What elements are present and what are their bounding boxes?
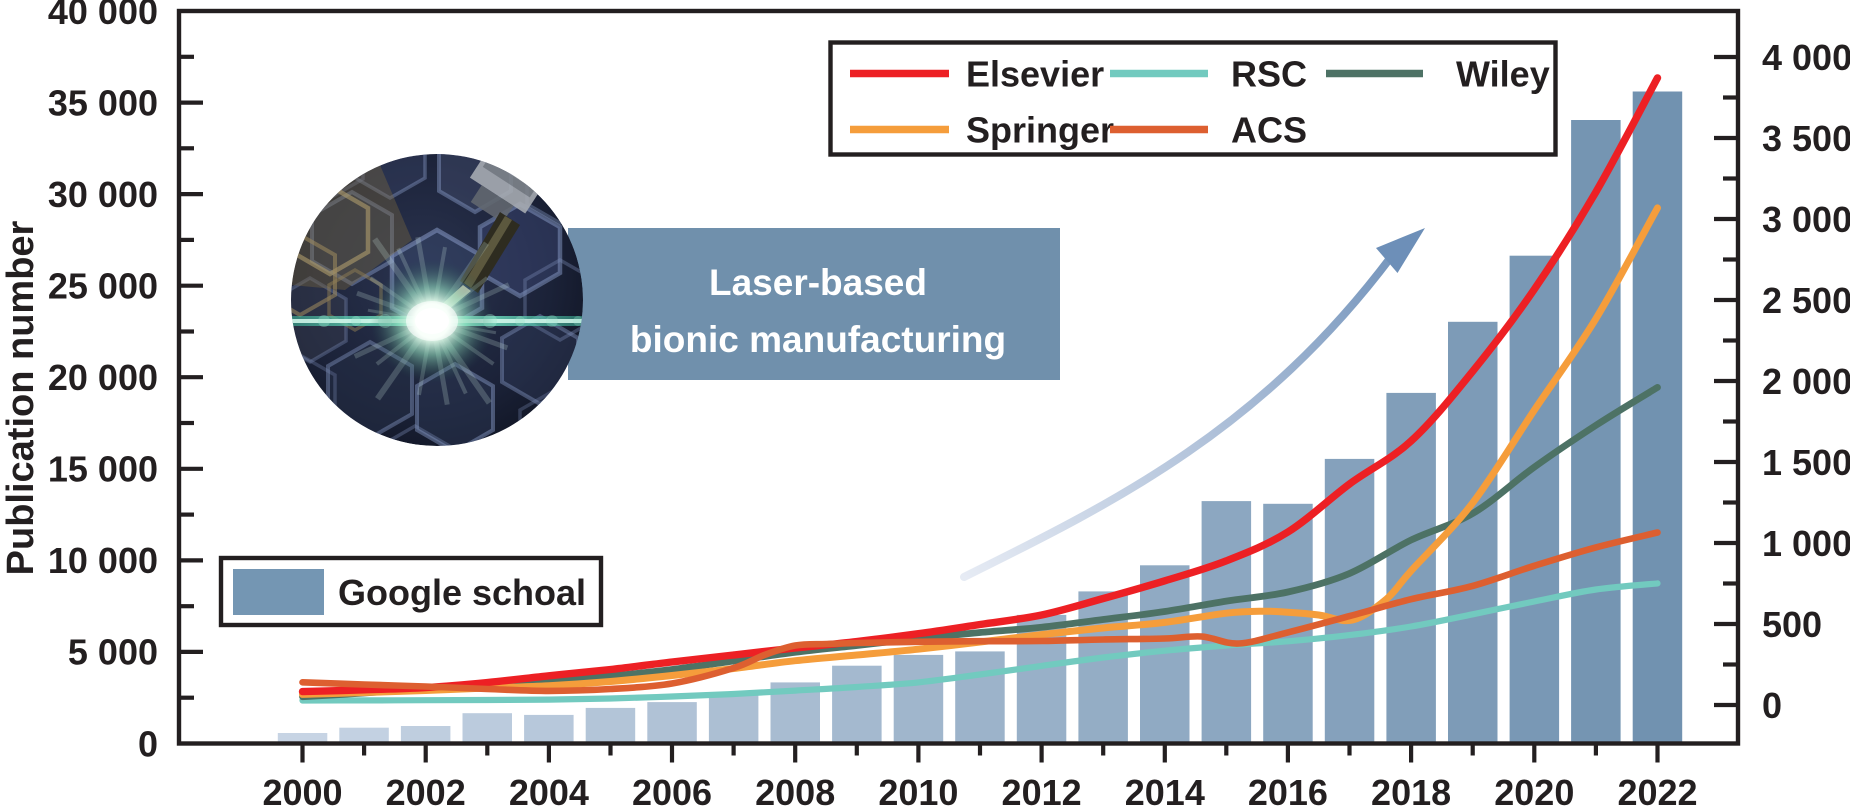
svg-text:25 000: 25 000 [48, 266, 158, 307]
svg-text:4 000: 4 000 [1762, 37, 1850, 78]
svg-text:40 000: 40 000 [48, 0, 158, 32]
svg-text:20 000: 20 000 [48, 357, 158, 398]
svg-text:10 000: 10 000 [48, 540, 158, 581]
svg-text:2004: 2004 [509, 772, 589, 807]
svg-text:2008: 2008 [755, 772, 835, 807]
svg-text:bionic manufacturing: bionic manufacturing [630, 319, 1006, 360]
svg-text:1 500: 1 500 [1762, 442, 1850, 483]
svg-text:2010: 2010 [878, 772, 958, 807]
svg-text:Elsevier: Elsevier [966, 53, 1104, 94]
svg-text:2016: 2016 [1248, 772, 1328, 807]
svg-text:3 500: 3 500 [1762, 118, 1850, 159]
svg-text:2012: 2012 [1002, 772, 1082, 807]
svg-text:2006: 2006 [632, 772, 712, 807]
svg-text:Wiley: Wiley [1456, 53, 1550, 94]
svg-text:2014: 2014 [1125, 772, 1205, 807]
svg-text:2020: 2020 [1494, 772, 1574, 807]
svg-text:Laser-based: Laser-based [709, 262, 927, 303]
svg-text:500: 500 [1762, 604, 1822, 645]
svg-text:30 000: 30 000 [48, 174, 158, 215]
svg-text:35 000: 35 000 [48, 82, 158, 123]
svg-text:Publication number: Publication number [0, 220, 42, 575]
svg-text:2018: 2018 [1371, 772, 1451, 807]
svg-text:1 000: 1 000 [1762, 523, 1850, 564]
svg-text:0: 0 [1762, 685, 1782, 726]
svg-text:3 000: 3 000 [1762, 199, 1850, 240]
svg-text:2 000: 2 000 [1762, 361, 1850, 402]
svg-text:2 500: 2 500 [1762, 280, 1850, 321]
svg-text:15 000: 15 000 [48, 449, 158, 490]
svg-text:0: 0 [138, 723, 158, 764]
svg-text:RSC: RSC [1231, 53, 1307, 94]
svg-text:Springer: Springer [966, 109, 1114, 150]
svg-text:2022: 2022 [1617, 772, 1697, 807]
svg-text:5 000: 5 000 [68, 632, 158, 673]
svg-text:2002: 2002 [386, 772, 466, 807]
svg-text:Google schoal: Google schoal [338, 572, 586, 613]
svg-text:ACS: ACS [1231, 109, 1307, 150]
svg-text:2000: 2000 [262, 772, 342, 807]
